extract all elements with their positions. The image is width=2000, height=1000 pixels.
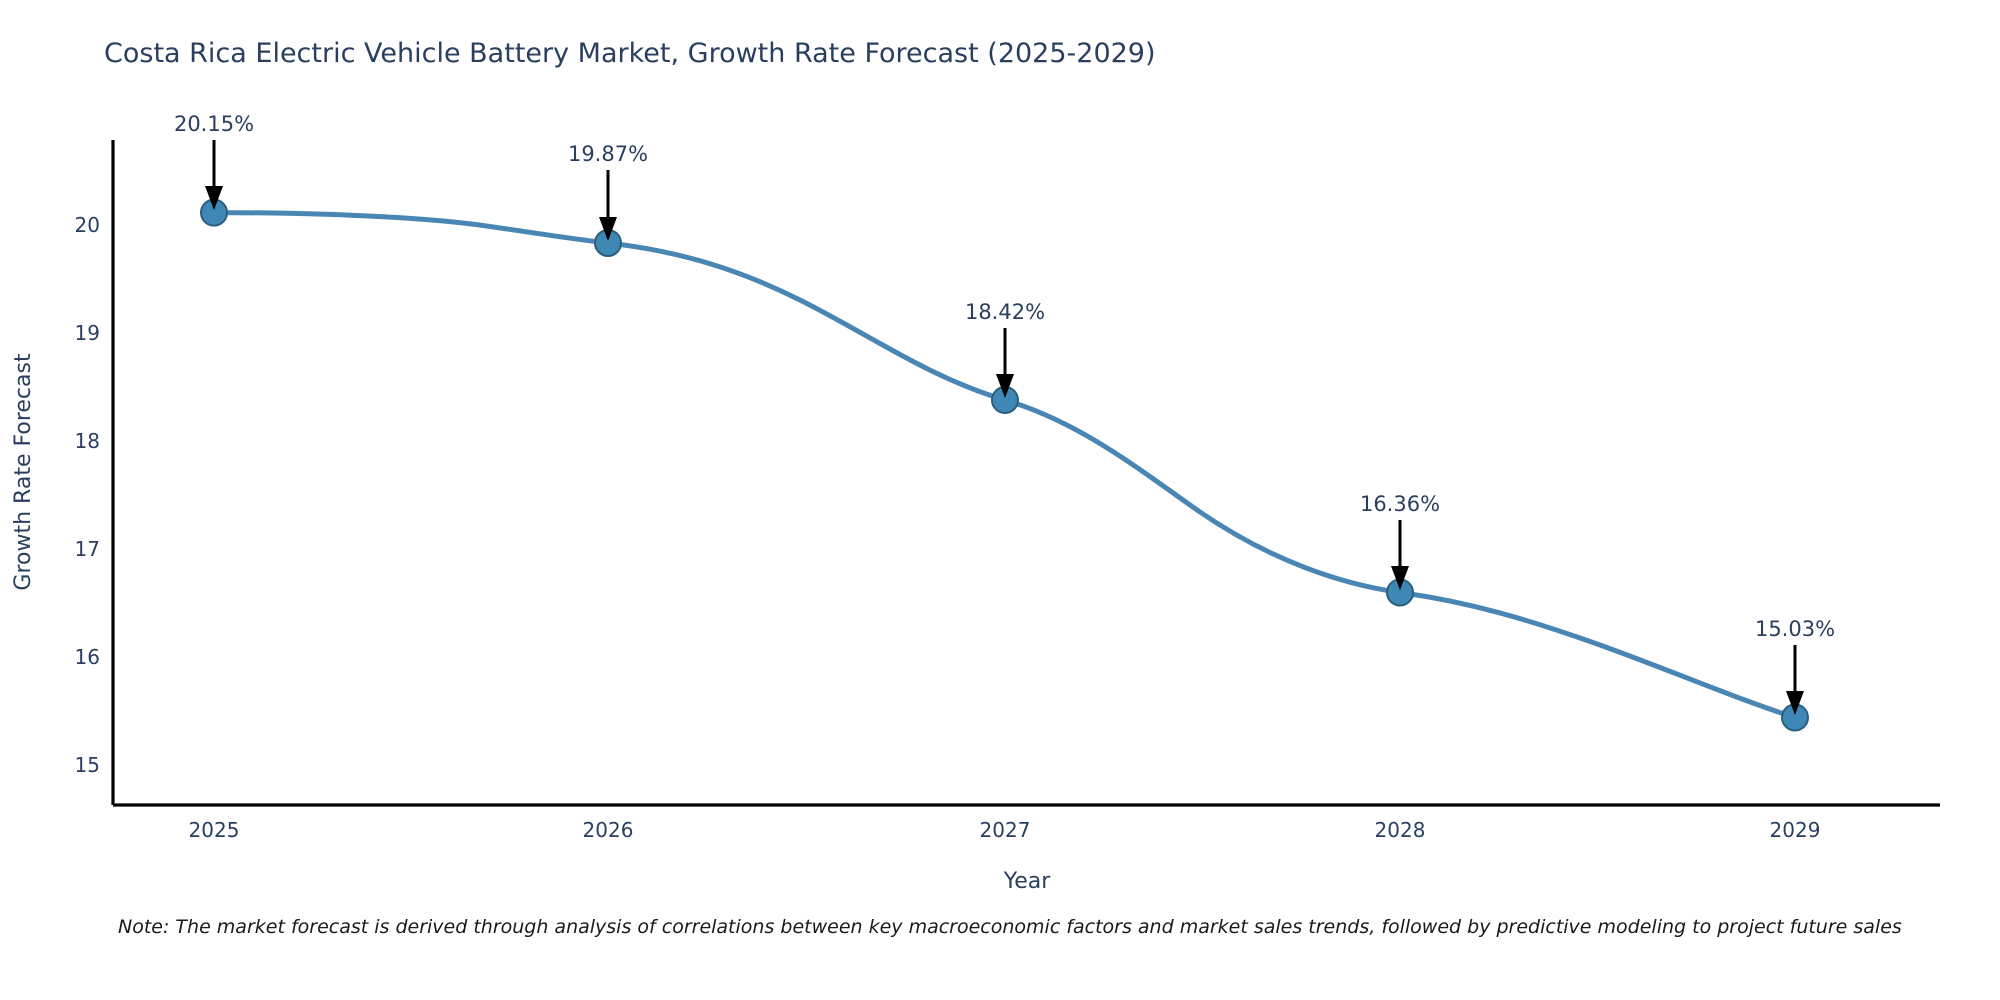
y-tick-label: 18 xyxy=(75,429,100,453)
annotation-arrow xyxy=(1391,520,1409,590)
annotation-arrow xyxy=(205,140,223,210)
data-label: 19.87% xyxy=(568,142,648,166)
y-tick-label: 17 xyxy=(75,537,100,561)
x-tick-label: 2025 xyxy=(189,818,240,842)
page-title: Costa Rica Electric Vehicle Battery Mark… xyxy=(104,38,1156,69)
x-tick-label: 2029 xyxy=(1770,818,1821,842)
y-tick-labels: 20 19 18 17 16 15 xyxy=(75,213,100,777)
annotation-arrow xyxy=(996,328,1014,398)
annotation-arrows xyxy=(205,140,1804,715)
annotation-arrow xyxy=(599,170,617,241)
data-line xyxy=(211,210,1798,720)
x-tick-label: 2028 xyxy=(1375,818,1426,842)
data-label: 15.03% xyxy=(1755,617,1835,641)
annotation-labels: 20.15% 19.87% 18.42% 16.36% 15.03% xyxy=(174,112,1835,641)
x-tick-label: 2026 xyxy=(583,818,634,842)
y-tick-label: 20 xyxy=(75,213,100,237)
y-axis-title: Growth Rate Forecast xyxy=(11,353,36,591)
data-label: 20.15% xyxy=(174,112,254,136)
data-label: 16.36% xyxy=(1360,492,1440,516)
footnote-text: Note: The market forecast is derived thr… xyxy=(118,916,1902,938)
x-tick-labels: 2025 2026 2027 2028 2029 xyxy=(189,818,1821,842)
data-point-markers xyxy=(200,198,1809,732)
y-tick-label: 19 xyxy=(75,321,100,345)
data-label: 18.42% xyxy=(965,300,1045,324)
y-tick-label: 15 xyxy=(75,753,100,777)
x-tick-label: 2027 xyxy=(980,818,1031,842)
x-axis-title: Year xyxy=(1003,869,1052,894)
y-tick-label: 16 xyxy=(75,645,100,669)
annotation-arrow xyxy=(1786,645,1804,715)
